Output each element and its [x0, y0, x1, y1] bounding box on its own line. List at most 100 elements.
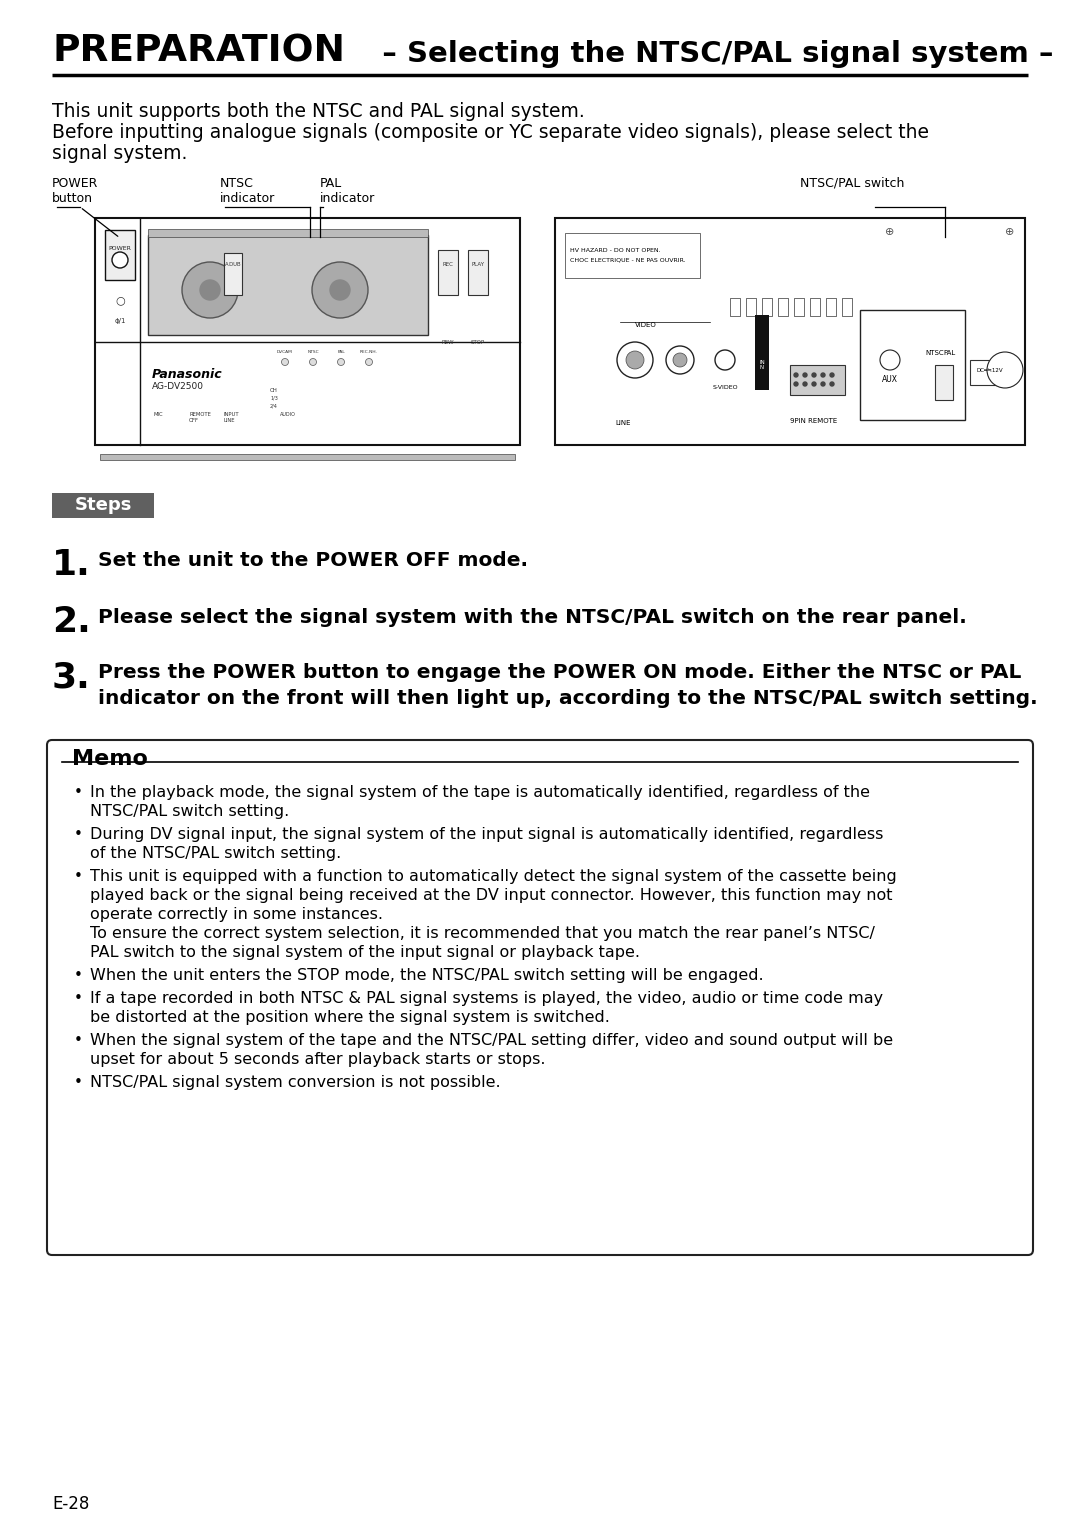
Text: MIC: MIC [154, 411, 164, 417]
Text: NTSC: NTSC [926, 350, 944, 356]
Circle shape [804, 373, 807, 378]
Circle shape [831, 373, 834, 378]
Text: AUDIO: AUDIO [280, 411, 296, 417]
Text: NTSC: NTSC [307, 350, 319, 355]
Text: NTSC/PAL signal system conversion is not possible.: NTSC/PAL signal system conversion is not… [90, 1075, 501, 1090]
Bar [762, 298, 772, 317]
Bar [148, 235, 428, 335]
Text: S-VIDEO: S-VIDEO [712, 385, 738, 390]
Bar [794, 298, 804, 317]
Bar [95, 219, 519, 445]
Circle shape [282, 358, 288, 365]
Text: ϕ/1: ϕ/1 [114, 318, 125, 324]
Text: NTSC/PAL switch: NTSC/PAL switch [800, 177, 904, 190]
Text: Steps: Steps [75, 495, 132, 514]
Text: REW: REW [442, 339, 455, 346]
Text: PREPARATION: PREPARATION [52, 34, 345, 70]
Bar [860, 310, 966, 420]
Bar [100, 454, 515, 460]
Bar [935, 365, 953, 401]
Text: HV HAZARD - DO NOT OPEN.: HV HAZARD - DO NOT OPEN. [570, 248, 661, 252]
Text: •: • [75, 784, 83, 800]
FancyBboxPatch shape [48, 740, 1032, 1255]
Bar [970, 359, 1010, 385]
Text: •: • [75, 868, 83, 884]
Bar [842, 298, 852, 317]
Text: When the signal system of the tape and the NTSC/PAL setting differ, video and so: When the signal system of the tape and t… [90, 1034, 893, 1047]
Text: ○: ○ [116, 295, 125, 304]
Bar [52, 492, 154, 518]
Text: 2.: 2. [52, 605, 91, 639]
Text: upset for about 5 seconds after playback starts or stops.: upset for about 5 seconds after playback… [90, 1052, 545, 1067]
Circle shape [794, 373, 798, 378]
Text: E-28: E-28 [52, 1495, 90, 1514]
Bar [778, 298, 788, 317]
Bar [789, 365, 845, 394]
Text: DC═≒12V: DC═≒12V [976, 368, 1003, 373]
Text: Memo: Memo [72, 749, 148, 769]
Text: 2/4: 2/4 [270, 404, 278, 408]
Text: To ensure the correct system selection, it is recommended that you match the rea: To ensure the correct system selection, … [90, 927, 875, 940]
Text: AUX: AUX [882, 375, 897, 384]
Bar [105, 229, 135, 280]
Circle shape [794, 382, 798, 385]
Text: ⊕: ⊕ [1005, 226, 1015, 237]
Circle shape [365, 358, 373, 365]
Text: NTSC: NTSC [220, 177, 254, 190]
Circle shape [804, 382, 807, 385]
Text: PAL: PAL [337, 350, 345, 355]
Bar [755, 315, 769, 390]
Text: Set the unit to the POWER OFF mode.: Set the unit to the POWER OFF mode. [98, 550, 528, 570]
Text: indicator on the front will then light up, according to the NTSC/PAL switch sett: indicator on the front will then light u… [98, 690, 1038, 708]
Bar [224, 252, 242, 295]
Circle shape [617, 342, 653, 378]
Text: This unit is equipped with a function to automatically detect the signal system : This unit is equipped with a function to… [90, 868, 896, 884]
Bar [468, 251, 488, 295]
Text: 9PIN REMOTE: 9PIN REMOTE [789, 417, 837, 424]
Text: indicator: indicator [320, 193, 375, 205]
Circle shape [831, 382, 834, 385]
Text: DVCAM: DVCAM [278, 350, 293, 355]
Text: •: • [75, 968, 83, 983]
Text: In the playback mode, the signal system of the tape is automatically identified,: In the playback mode, the signal system … [90, 784, 870, 800]
Text: be distorted at the position where the signal system is switched.: be distorted at the position where the s… [90, 1011, 610, 1024]
Text: Panasonic: Panasonic [152, 368, 222, 381]
Text: PLAY: PLAY [472, 261, 485, 268]
Bar [730, 298, 740, 317]
Text: NTSC/PAL switch setting.: NTSC/PAL switch setting. [90, 804, 289, 820]
Text: •: • [75, 1075, 83, 1090]
Bar [148, 229, 428, 237]
Circle shape [312, 261, 368, 318]
Circle shape [112, 252, 129, 268]
Text: PAL switch to the signal system of the input signal or playback tape.: PAL switch to the signal system of the i… [90, 945, 640, 960]
Bar [810, 298, 820, 317]
Text: LINE: LINE [615, 420, 631, 427]
Text: 1/3: 1/3 [270, 396, 278, 401]
Text: INPUT
LINE: INPUT LINE [224, 411, 240, 424]
Text: indicator: indicator [220, 193, 275, 205]
Text: 3.: 3. [52, 661, 91, 694]
Text: operate correctly in some instances.: operate correctly in some instances. [90, 907, 383, 922]
Text: button: button [52, 193, 93, 205]
Text: IN
N: IN N [759, 359, 765, 370]
Text: •: • [75, 1034, 83, 1047]
Circle shape [310, 358, 316, 365]
Text: Before inputting analogue signals (composite or YC separate video signals), plea: Before inputting analogue signals (compo… [52, 122, 929, 142]
Text: During DV signal input, the signal system of the input signal is automatically i: During DV signal input, the signal syste… [90, 827, 883, 842]
Text: 1.: 1. [52, 547, 91, 583]
Circle shape [183, 261, 238, 318]
Bar [565, 232, 700, 278]
Circle shape [821, 382, 825, 385]
Text: PAL: PAL [320, 177, 342, 190]
Text: CHOC ELECTRIQUE - NE PAS OUVRIR.: CHOC ELECTRIQUE - NE PAS OUVRIR. [570, 258, 686, 263]
Text: •: • [75, 991, 83, 1006]
Circle shape [200, 280, 220, 300]
Text: – Selecting the NTSC/PAL signal system –: – Selecting the NTSC/PAL signal system – [362, 40, 1053, 67]
Circle shape [626, 352, 644, 368]
Circle shape [337, 358, 345, 365]
Bar [438, 251, 458, 295]
Text: •: • [75, 827, 83, 842]
Text: If a tape recorded in both NTSC & PAL signal systems is played, the video, audio: If a tape recorded in both NTSC & PAL si… [90, 991, 883, 1006]
Bar [826, 298, 836, 317]
Circle shape [715, 350, 735, 370]
